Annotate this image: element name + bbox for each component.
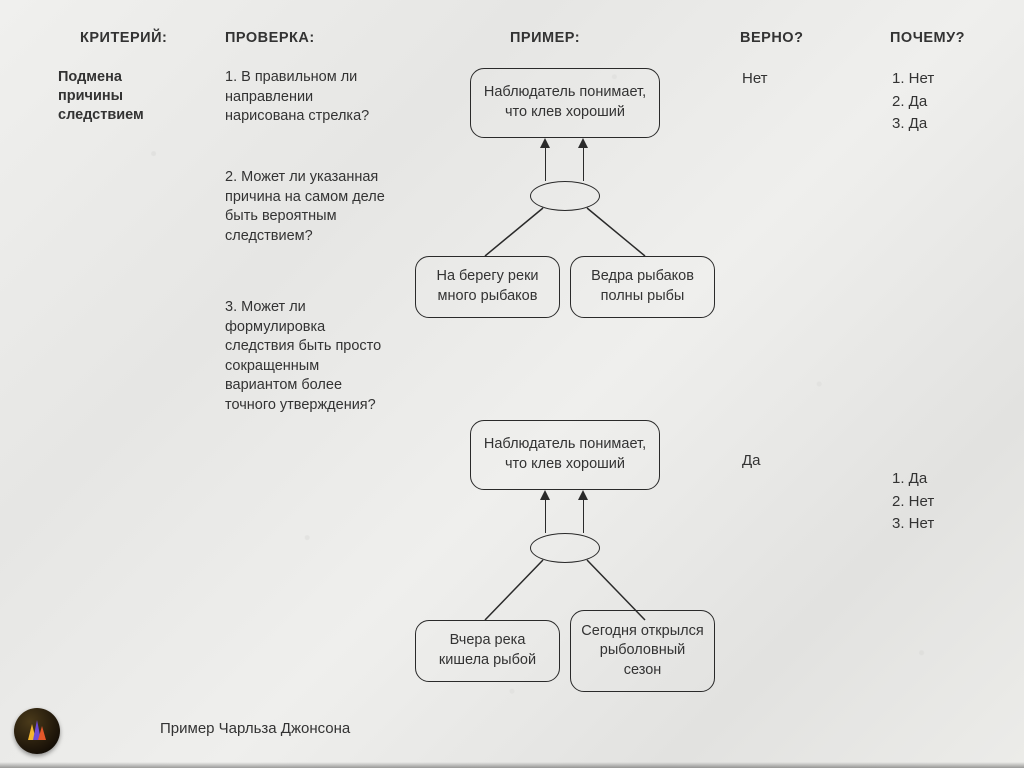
diagram-2-why: 1. Да 2. Нет 3. Нет xyxy=(892,468,934,536)
criterion-text: Подмена причины следствием xyxy=(58,68,144,125)
diagram-2-ellipse-connector xyxy=(530,533,600,563)
header-why: ПОЧЕМУ? xyxy=(890,30,965,46)
why-line: 1. Нет xyxy=(892,68,934,91)
diagram-1-verdict: Нет xyxy=(742,68,768,91)
arrowhead-icon xyxy=(540,490,550,500)
credit-text: Пример Чарльза Джонсона xyxy=(160,720,350,737)
diagram-1-why: 1. Нет 2. Да 3. Да xyxy=(892,68,934,136)
diagram-1-left-node: На берегу реки много рыбаков xyxy=(415,256,560,318)
diagram-1-ellipse-connector xyxy=(530,181,600,211)
header-criterion: КРИТЕРИЙ: xyxy=(80,30,167,46)
diagram-1-top-node: Наблюдатель понимает, что клев хороший xyxy=(470,68,660,138)
diagram-1-right-node: Ведра рыбаков полны рыбы xyxy=(570,256,715,318)
why-line: 2. Да xyxy=(892,91,934,114)
arrowhead-icon xyxy=(578,138,588,148)
diagram-2-right-node: Сегодня открылся рыболовный сезон xyxy=(570,610,715,692)
why-line: 3. Да xyxy=(892,113,934,136)
arrow-stem xyxy=(545,148,547,181)
check-item-1: 1. В правильном ли направлении нарисован… xyxy=(225,68,395,127)
why-line: 2. Нет xyxy=(892,491,934,514)
check-item-3: 3. Может ли формулировка следствия быть … xyxy=(225,298,395,415)
diagram-2-top-node: Наблюдатель понимает, что клев хороший xyxy=(470,420,660,490)
why-line: 1. Да xyxy=(892,468,934,491)
header-check: ПРОВЕРКА: xyxy=(225,30,315,46)
why-line: 3. Нет xyxy=(892,513,934,536)
arrow-stem xyxy=(583,148,585,181)
diagram-2-verdict: Да xyxy=(742,450,761,473)
check-item-2: 2. Может ли указанная причина на самом д… xyxy=(225,168,395,246)
app-logo-icon xyxy=(14,708,60,754)
header-verdict: ВЕРНО? xyxy=(740,30,803,46)
arrow-stem xyxy=(583,500,585,533)
arrowhead-icon xyxy=(578,490,588,500)
arrowhead-icon xyxy=(540,138,550,148)
diagram-2: Наблюдатель понимает, что клев хороший В… xyxy=(415,420,715,710)
diagram-1: Наблюдатель понимает, что клев хороший Н… xyxy=(415,68,715,328)
header-example: ПРИМЕР: xyxy=(510,30,580,46)
arrow-stem xyxy=(545,500,547,533)
diagram-2-left-node: Вчера река кишела рыбой xyxy=(415,620,560,682)
